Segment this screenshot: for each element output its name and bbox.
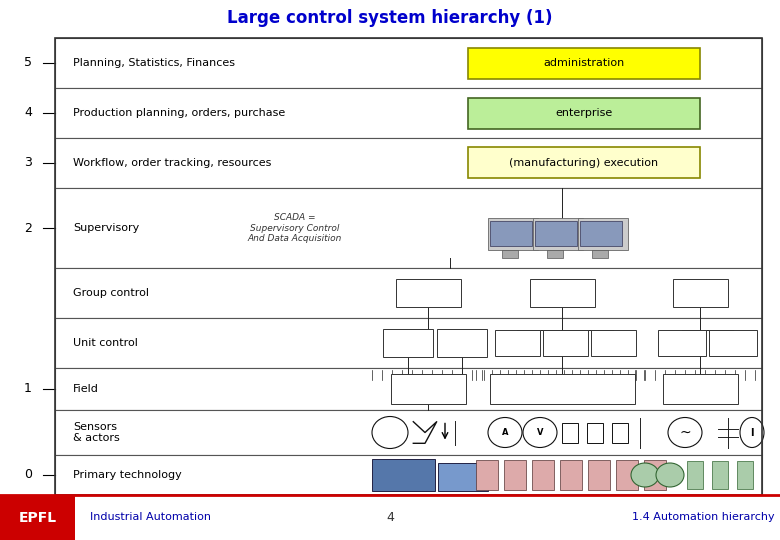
Text: Unit control: Unit control bbox=[73, 338, 138, 348]
Bar bbox=[468, 48, 700, 78]
Bar bbox=[55, 138, 762, 188]
Bar bbox=[580, 221, 622, 246]
Text: EPFL: EPFL bbox=[19, 510, 57, 524]
Text: Industrial Automation: Industrial Automation bbox=[90, 512, 211, 523]
Text: 5: 5 bbox=[24, 57, 32, 70]
Bar bbox=[658, 330, 706, 356]
Bar bbox=[55, 410, 762, 455]
Polygon shape bbox=[635, 203, 762, 495]
Bar bbox=[547, 250, 563, 258]
Ellipse shape bbox=[668, 417, 702, 448]
Bar bbox=[395, 279, 460, 307]
Bar bbox=[437, 329, 487, 357]
Text: ~: ~ bbox=[679, 426, 691, 440]
Ellipse shape bbox=[488, 417, 522, 448]
Bar bbox=[530, 279, 594, 307]
Bar bbox=[533, 218, 583, 250]
Bar bbox=[391, 374, 466, 404]
Bar bbox=[587, 422, 603, 442]
Bar bbox=[560, 460, 582, 490]
Bar bbox=[502, 250, 518, 258]
Bar bbox=[468, 147, 700, 179]
Bar bbox=[543, 330, 587, 356]
Text: 0: 0 bbox=[24, 469, 32, 482]
Bar bbox=[588, 460, 610, 490]
Bar bbox=[616, 460, 638, 490]
Polygon shape bbox=[370, 213, 490, 495]
Text: 2: 2 bbox=[24, 221, 32, 234]
Bar bbox=[55, 38, 762, 495]
Text: Large control system hierarchy (1): Large control system hierarchy (1) bbox=[227, 9, 553, 27]
Bar bbox=[737, 461, 753, 489]
Text: Supervisory: Supervisory bbox=[73, 223, 140, 233]
Text: 4: 4 bbox=[386, 511, 394, 524]
Text: A: A bbox=[502, 428, 509, 437]
Text: Sensors
& actors: Sensors & actors bbox=[73, 422, 120, 443]
Bar bbox=[490, 221, 532, 246]
Text: enterprise: enterprise bbox=[555, 108, 612, 118]
Text: 1.4 Automation hierarchy: 1.4 Automation hierarchy bbox=[633, 512, 775, 523]
Text: V: V bbox=[537, 428, 543, 437]
Bar bbox=[612, 422, 628, 442]
Text: Workflow, order tracking, resources: Workflow, order tracking, resources bbox=[73, 158, 271, 168]
Bar bbox=[712, 461, 728, 489]
Text: (manufacturing) execution: (manufacturing) execution bbox=[509, 158, 658, 168]
Bar bbox=[468, 98, 700, 129]
Bar bbox=[532, 460, 554, 490]
Bar bbox=[495, 330, 540, 356]
Ellipse shape bbox=[631, 463, 659, 487]
Bar bbox=[476, 460, 498, 490]
Ellipse shape bbox=[372, 416, 408, 449]
Text: I: I bbox=[750, 428, 753, 437]
Bar bbox=[662, 374, 738, 404]
Bar bbox=[55, 88, 762, 138]
Bar bbox=[438, 463, 488, 491]
Bar bbox=[535, 221, 577, 246]
Bar bbox=[488, 218, 538, 250]
Bar bbox=[0, 495, 75, 540]
Bar bbox=[578, 218, 628, 250]
Text: 3: 3 bbox=[24, 157, 32, 170]
Ellipse shape bbox=[656, 463, 684, 487]
Bar bbox=[592, 250, 608, 258]
Bar bbox=[709, 330, 757, 356]
Bar bbox=[687, 461, 703, 489]
Bar bbox=[55, 455, 762, 495]
Bar bbox=[0, 495, 780, 540]
Text: Group control: Group control bbox=[73, 288, 149, 298]
Bar bbox=[55, 188, 762, 268]
Bar bbox=[383, 329, 433, 357]
Bar bbox=[644, 460, 666, 490]
Ellipse shape bbox=[523, 417, 557, 448]
Text: Primary technology: Primary technology bbox=[73, 470, 182, 480]
Text: 1: 1 bbox=[24, 382, 32, 395]
Text: Field: Field bbox=[73, 384, 99, 394]
Bar bbox=[55, 38, 762, 88]
Bar bbox=[55, 368, 762, 410]
Text: Planning, Statistics, Finances: Planning, Statistics, Finances bbox=[73, 58, 235, 68]
Text: SCADA =
Supervisory Control
And Data Acquisition: SCADA = Supervisory Control And Data Acq… bbox=[248, 213, 342, 243]
Bar bbox=[55, 268, 762, 318]
Bar bbox=[372, 459, 435, 491]
Text: administration: administration bbox=[544, 58, 625, 68]
Text: Production planning, orders, purchase: Production planning, orders, purchase bbox=[73, 108, 285, 118]
Polygon shape bbox=[475, 198, 650, 495]
Bar bbox=[562, 422, 578, 442]
Text: 4: 4 bbox=[24, 106, 32, 119]
Bar bbox=[504, 460, 526, 490]
Ellipse shape bbox=[740, 417, 764, 448]
Bar bbox=[672, 279, 728, 307]
Bar bbox=[55, 318, 762, 368]
Bar bbox=[590, 330, 636, 356]
Bar bbox=[490, 374, 634, 404]
